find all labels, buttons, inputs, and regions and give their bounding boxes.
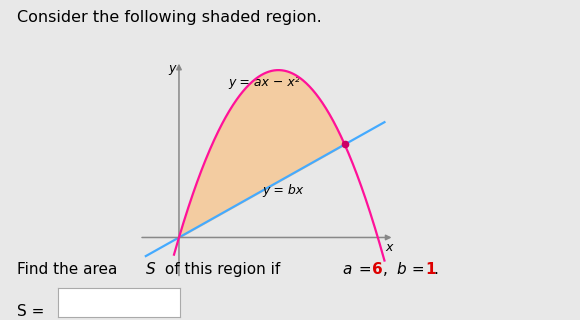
Text: 1: 1 [425,262,436,277]
Text: S: S [146,262,156,277]
Text: S =: S = [17,304,45,319]
Text: .: . [433,262,438,277]
Text: x: x [386,241,393,254]
Text: y = bx: y = bx [262,185,303,197]
Text: Consider the following shaded region.: Consider the following shaded region. [17,10,322,25]
Text: ,: , [383,262,387,277]
Text: y: y [168,62,175,75]
Text: y = ax − x²: y = ax − x² [229,76,300,89]
Text: b: b [397,262,407,277]
Text: 6: 6 [372,262,383,277]
Text: Find the area: Find the area [17,262,122,277]
Text: a: a [342,262,351,277]
Text: =: = [354,262,376,277]
Text: =: = [407,262,430,277]
Text: of this region if: of this region if [160,262,285,277]
